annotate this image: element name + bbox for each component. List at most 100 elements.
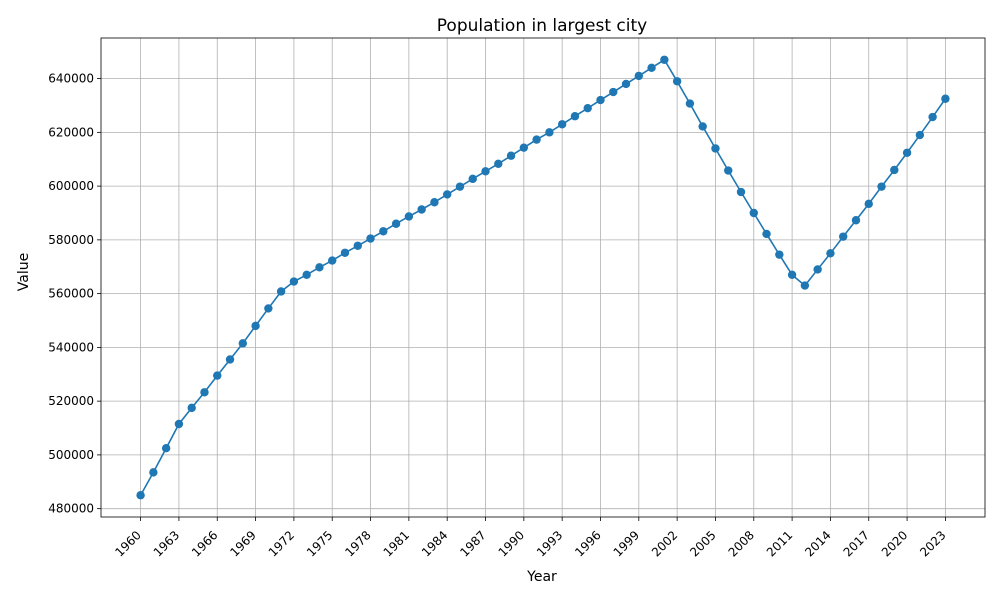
- data-point: [583, 103, 592, 113]
- data-point: [302, 270, 311, 280]
- data-point: [442, 190, 452, 199]
- y-tick-label: 600000: [48, 179, 94, 193]
- data-point: [685, 99, 695, 108]
- data-point: [762, 229, 771, 239]
- data-point: [915, 130, 925, 140]
- data-point: [379, 227, 388, 236]
- y-axis-ticks: 480000 500000 520000 540000 560000 580000 6000…: [48, 72, 101, 516]
- data-point: [366, 234, 375, 243]
- data-point: [481, 167, 490, 176]
- y-tick-label: 580000: [48, 233, 94, 247]
- x-tick-label: 2008: [726, 528, 757, 559]
- data-point: [890, 165, 899, 175]
- data-point: [851, 216, 861, 225]
- y-tick-label: 560000: [48, 287, 94, 301]
- x-tick-label: 1960: [112, 528, 143, 559]
- data-point: [213, 371, 222, 380]
- chart-title: Population in largest city: [437, 16, 647, 36]
- x-tick-label: 1990: [496, 528, 527, 559]
- series-line: [139, 58, 947, 496]
- data-point: [813, 265, 822, 274]
- data-point: [864, 199, 873, 209]
- x-tick-label: 1987: [457, 528, 488, 559]
- x-tick-label: 2002: [649, 528, 680, 559]
- data-point: [519, 143, 529, 152]
- x-tick-label: 1981: [381, 528, 412, 559]
- data-point: [455, 182, 465, 191]
- series-population: [136, 55, 950, 500]
- data-point: [353, 241, 362, 250]
- data-point: [826, 249, 835, 258]
- data-point: [532, 135, 541, 144]
- data-point: [149, 468, 158, 477]
- data-point: [404, 212, 414, 221]
- data-point: [928, 112, 937, 122]
- data-point: [200, 388, 209, 397]
- data-point: [430, 198, 439, 207]
- data-point: [787, 270, 797, 280]
- y-tick-label: 480000: [48, 502, 94, 516]
- data-point: [340, 248, 350, 257]
- x-tick-label: 1978: [342, 528, 373, 559]
- x-tick-label: 1993: [534, 528, 565, 559]
- data-point: [621, 79, 631, 89]
- data-point: [647, 63, 656, 73]
- x-tick-label: 2020: [879, 528, 910, 559]
- x-tick-label: 1972: [266, 528, 297, 559]
- data-point: [276, 287, 286, 296]
- x-tick-label: 2014: [802, 528, 833, 559]
- data-point: [136, 491, 145, 500]
- data-point: [315, 263, 324, 272]
- data-point: [672, 77, 682, 86]
- y-tick-label: 620000: [48, 125, 94, 139]
- data-point: [902, 148, 912, 157]
- data-point: [506, 151, 516, 160]
- x-tick-label: 1975: [304, 528, 335, 559]
- data-point: [941, 94, 950, 103]
- y-tick-label: 640000: [48, 72, 94, 86]
- data-point: [749, 208, 758, 218]
- data-point: [724, 166, 733, 175]
- x-tick-label: 2023: [917, 528, 948, 559]
- x-tick-label: 1963: [151, 528, 182, 559]
- x-axis-ticks: 1960 1963 1966 1969 1972 1975 1978 1981 1984 1987…: [112, 517, 949, 560]
- data-point: [328, 256, 337, 265]
- x-axis-title: Year: [526, 569, 557, 585]
- data-point: [711, 144, 720, 153]
- y-tick-label: 500000: [48, 448, 94, 462]
- x-tick-label: 1984: [419, 528, 450, 559]
- data-point: [557, 120, 567, 129]
- data-point: [289, 277, 299, 286]
- data-point: [839, 232, 848, 241]
- x-tick-label: 1966: [189, 528, 220, 559]
- data-point: [264, 304, 273, 313]
- x-tick-label: 1996: [572, 528, 603, 559]
- data-point: [225, 355, 235, 364]
- data-point: [417, 205, 426, 214]
- data-point: [174, 419, 184, 429]
- data-point: [877, 182, 886, 191]
- data-point: [545, 128, 554, 137]
- x-tick-label: 2011: [764, 528, 795, 559]
- data-point: [609, 87, 618, 97]
- data-point: [570, 112, 580, 121]
- data-point: [634, 71, 644, 81]
- gridlines: [101, 38, 985, 517]
- data-point: [251, 321, 260, 331]
- data-point: [596, 95, 605, 105]
- data-point: [775, 250, 784, 259]
- data-point: [391, 219, 401, 228]
- plot-border: [100, 37, 986, 518]
- x-tick-label: 2017: [841, 528, 872, 559]
- y-tick-label: 540000: [48, 340, 94, 354]
- plot-frame: [100, 37, 986, 518]
- y-axis-title: Value: [16, 253, 32, 291]
- x-tick-label: 2005: [687, 528, 718, 559]
- y-tick-label: 520000: [48, 394, 94, 408]
- data-point: [494, 159, 503, 168]
- data-point: [800, 281, 810, 290]
- data-point: [698, 122, 707, 131]
- x-tick-label: 1999: [611, 528, 642, 559]
- data-point: [736, 187, 746, 197]
